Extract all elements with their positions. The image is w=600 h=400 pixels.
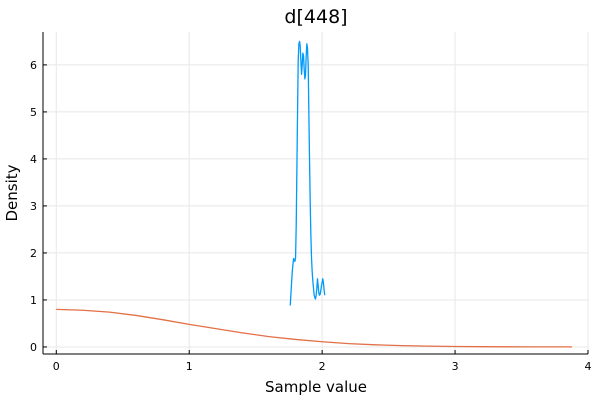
y-tick-label: 1 <box>30 294 37 307</box>
y-tick-label: 0 <box>30 341 37 354</box>
x-tick-label: 2 <box>319 360 326 373</box>
tick-layer: 0 1 2 3 4 0 1 2 3 4 5 6 <box>30 59 592 373</box>
x-tick-label: 3 <box>452 360 459 373</box>
series-layer <box>56 40 573 348</box>
y-tick-label: 5 <box>30 106 37 119</box>
y-tick-label: 2 <box>30 247 37 260</box>
x-tick-label: 0 <box>53 360 60 373</box>
series-line-1 <box>289 40 326 306</box>
y-tick-label: 6 <box>30 59 37 72</box>
grid-lines <box>43 32 589 354</box>
y-axis-label: Density <box>3 164 21 221</box>
x-tick-label: 1 <box>186 360 193 373</box>
x-tick-label: 4 <box>585 360 592 373</box>
x-axis-label: Sample value <box>265 378 367 396</box>
y-tick-label: 4 <box>30 153 37 166</box>
series-line-2 <box>56 308 573 348</box>
chart-title: d[448] <box>284 6 347 28</box>
y-tick-label: 3 <box>30 200 37 213</box>
